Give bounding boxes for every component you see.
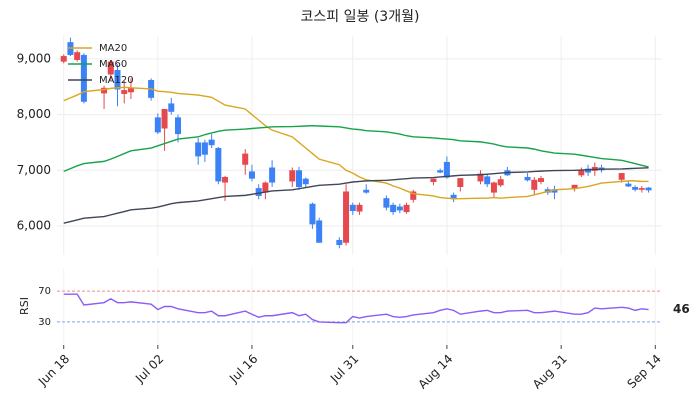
legend-label: MA60 (99, 59, 127, 70)
candle-body (242, 153, 249, 165)
rsi-value-label: 46 (673, 302, 690, 316)
candle-body (161, 109, 168, 129)
candle-body (343, 191, 350, 243)
x-tick-label: Jul 16 (226, 352, 260, 386)
rsi-line (63, 293, 649, 324)
candle-body (208, 139, 215, 146)
candle-body (578, 170, 585, 176)
candle-body (490, 182, 497, 193)
candle-body (255, 188, 262, 196)
candle-body (101, 87, 108, 94)
candle-body (302, 178, 309, 185)
candle-body (248, 171, 255, 179)
candle-body (443, 161, 450, 178)
y-tick-label: 70 (38, 286, 51, 297)
y-tick-label: 8,000 (17, 107, 51, 121)
candle-body (551, 189, 558, 193)
candle-body (80, 54, 87, 102)
candle-body (538, 178, 544, 182)
candle-body (121, 90, 128, 94)
candle-body (168, 103, 175, 112)
candle-body (390, 204, 397, 213)
candle-body (571, 184, 578, 189)
y-tick-label: 7,000 (17, 163, 51, 177)
candle-body (477, 173, 484, 182)
candle-body (484, 176, 491, 185)
candle-body (349, 204, 356, 211)
candle-body (396, 206, 403, 211)
ma-line (63, 125, 649, 173)
candle-body (262, 182, 269, 193)
candle-body (336, 239, 343, 245)
candle-body (363, 189, 370, 193)
candle-body (437, 170, 444, 173)
candle-body (289, 170, 296, 182)
candle-body (296, 170, 302, 188)
legend-label: MA120 (99, 75, 134, 86)
candle-body (154, 117, 161, 133)
ma-line (63, 167, 649, 224)
x-tick-label: Jun 18 (35, 352, 72, 389)
candle-body (457, 178, 464, 188)
candle-body (585, 168, 592, 173)
candle-body (450, 194, 457, 200)
candle-body (410, 191, 417, 200)
x-tick-label: Sep 14 (624, 352, 663, 391)
candle-body (60, 56, 67, 62)
candle-body (383, 198, 390, 208)
candle-body (497, 179, 504, 186)
x-tick-label: Jul 31 (327, 352, 361, 386)
candle-body (195, 142, 202, 157)
candle-body (309, 203, 316, 225)
candle-body (524, 176, 531, 181)
x-tick-label: Aug 31 (530, 352, 570, 392)
candle-body (316, 220, 323, 243)
x-tick-label: Jul 02 (132, 352, 166, 386)
candle-body (222, 176, 229, 183)
candle-body (618, 173, 625, 180)
candle-body (645, 187, 652, 191)
candle-body (632, 187, 639, 190)
legend-label: MA20 (99, 43, 127, 54)
candle-body (201, 142, 208, 155)
candle-body (215, 148, 222, 182)
candle-body (127, 88, 134, 93)
candle-body (175, 117, 181, 135)
candle-body (430, 178, 437, 182)
x-tick-label: Aug 14 (416, 352, 456, 392)
ma-line (63, 86, 649, 200)
candle-body (269, 167, 276, 183)
y-tick-label: 6,000 (17, 219, 51, 233)
candle-body (403, 204, 410, 213)
rsi-label: RSI (18, 297, 31, 315)
candle-body (625, 183, 632, 187)
candle-body (638, 188, 645, 190)
candle-body (356, 204, 363, 212)
candle-body (74, 52, 81, 60)
y-tick-label: 9,000 (17, 51, 51, 65)
candle-body (107, 61, 114, 75)
candle-body (114, 69, 121, 90)
y-tick-label: 30 (38, 317, 51, 328)
chart-title: 코스피 일봉 (3개월) (301, 9, 420, 25)
candle-body (531, 179, 538, 190)
